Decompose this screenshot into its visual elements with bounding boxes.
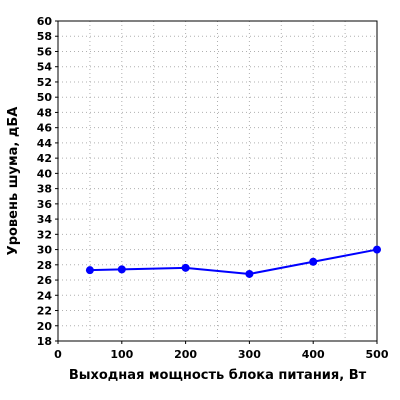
data-point bbox=[181, 263, 190, 272]
y-tick-label: 36 bbox=[37, 198, 53, 211]
y-tick-label: 28 bbox=[37, 259, 52, 272]
x-tick-label: 300 bbox=[238, 348, 261, 361]
data-point bbox=[245, 269, 254, 278]
y-tick-label: 24 bbox=[37, 289, 53, 302]
y-tick-label: 40 bbox=[37, 167, 53, 180]
y-tick-label: 54 bbox=[37, 61, 53, 74]
y-tick-label: 48 bbox=[37, 106, 52, 119]
y-tick-label: 44 bbox=[37, 137, 53, 150]
y-tick-label: 30 bbox=[37, 244, 53, 257]
y-tick-label: 18 bbox=[37, 335, 52, 348]
x-axis-ticks: 0 100 200 300 400 500 bbox=[54, 341, 389, 361]
y-tick-label: 22 bbox=[37, 305, 52, 318]
data-point bbox=[117, 265, 126, 274]
y-axis-ticks: 18 20 22 24 26 28 30 32 34 36 38 40 42 44 46 48 50 52 54 56… bbox=[37, 15, 58, 348]
y-tick-label: 52 bbox=[37, 76, 52, 89]
y-tick-label: 42 bbox=[37, 152, 52, 165]
y-tick-label: 58 bbox=[37, 30, 52, 43]
x-tick-label: 0 bbox=[54, 348, 62, 361]
y-axis-title: Уровень шума, дБА bbox=[6, 107, 21, 256]
x-tick-label: 400 bbox=[302, 348, 325, 361]
y-tick-label: 26 bbox=[37, 274, 53, 287]
grid bbox=[58, 21, 377, 341]
x-tick-label: 200 bbox=[174, 348, 197, 361]
y-tick-label: 34 bbox=[37, 213, 53, 226]
y-tick-label: 20 bbox=[37, 320, 53, 333]
y-tick-label: 56 bbox=[37, 45, 53, 58]
y-tick-label: 32 bbox=[37, 228, 52, 241]
data-point bbox=[373, 245, 381, 254]
data-point bbox=[85, 266, 94, 275]
y-tick-label: 38 bbox=[37, 183, 52, 196]
series-line bbox=[89, 248, 378, 275]
y-tick-label: 46 bbox=[37, 122, 53, 135]
y-tick-label: 60 bbox=[37, 15, 53, 28]
plot-area-frame bbox=[57, 20, 378, 342]
y-tick-label: 50 bbox=[37, 91, 53, 104]
data-point bbox=[309, 257, 318, 266]
x-tick-label: 500 bbox=[366, 348, 389, 361]
series-layer bbox=[85, 245, 381, 278]
x-tick-label: 100 bbox=[110, 348, 133, 361]
x-axis-title: Выходная мощность блока питания, Вт bbox=[69, 368, 367, 383]
